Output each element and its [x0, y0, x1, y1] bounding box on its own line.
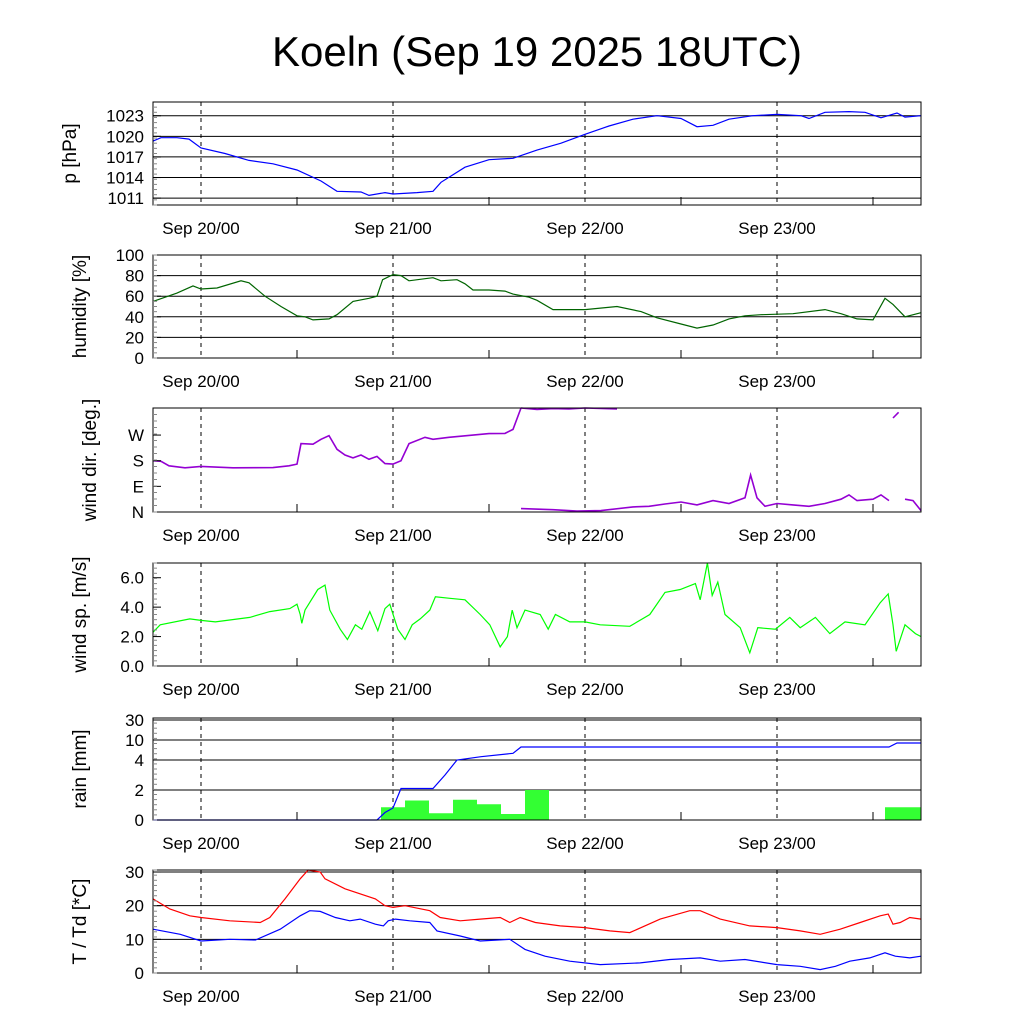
rain-bar: [909, 807, 921, 820]
x-tick-label: Sep 21/00: [354, 219, 432, 238]
y-tick-label: 1011: [107, 189, 144, 208]
x-tick-label: Sep 23/00: [738, 372, 816, 391]
rain-bar: [501, 814, 525, 820]
rain-bar: [525, 790, 549, 820]
series-line-dir: [152, 407, 922, 512]
y-tick-label: 60: [125, 287, 144, 306]
y-tick-label: 2.0: [120, 628, 144, 647]
x-tick-label: Sep 20/00: [162, 680, 240, 699]
y-tick-label: 80: [125, 267, 144, 286]
series-line-ff: [152, 562, 922, 655]
x-tick-label: Sep 21/00: [354, 834, 432, 853]
x-tick-label: Sep 20/00: [162, 987, 240, 1006]
y-tick-label: 2: [135, 781, 144, 800]
rain-bar: [381, 807, 405, 820]
y-axis-label: p [hPa]: [60, 123, 81, 183]
y-tick-label: 10: [125, 930, 144, 949]
x-tick-label: Sep 21/00: [354, 372, 432, 391]
y-tick-label: 20: [125, 328, 144, 347]
x-tick-label: Sep 20/00: [162, 526, 240, 545]
x-tick-label: Sep 22/00: [546, 526, 624, 545]
x-tick-label: Sep 20/00: [162, 834, 240, 853]
series-line-cumulative-rain: [153, 742, 921, 821]
y-tick-label: 40: [125, 308, 144, 327]
x-tick-label: Sep 23/00: [738, 834, 816, 853]
y-tick-label: 1017: [106, 148, 144, 167]
chart-title: Koeln (Sep 19 2025 18UTC): [272, 28, 802, 75]
y-tick-label: 0.0: [120, 657, 144, 676]
y-tick-label: 1020: [106, 127, 144, 146]
x-tick-label: Sep 21/00: [354, 680, 432, 699]
y-tick-label: E: [133, 477, 144, 496]
series-line-p: [152, 110, 922, 197]
x-tick-label: Sep 22/00: [546, 219, 624, 238]
y-axis-label: humidity [%]: [70, 255, 91, 358]
y-tick-label: 20: [125, 897, 144, 916]
y-tick-label: 6.0: [120, 569, 144, 588]
x-tick-label: Sep 22/00: [546, 987, 624, 1006]
panel-wind-speed: 0.0 2.0 4.0 6.0 wind sp. [m/s] Sep 20/00 Sep 2…: [70, 556, 922, 699]
y-tick-label: 0: [135, 349, 144, 368]
y-tick-label: 30: [125, 863, 144, 882]
x-tick-label: Sep 20/00: [162, 219, 240, 238]
rain-bar: [429, 813, 453, 820]
rain-bar: [405, 800, 429, 820]
y-axis-label: wind sp. [m/s]: [70, 556, 91, 673]
series-line-t: [152, 869, 922, 935]
series-line-rh: [152, 273, 922, 329]
series-line-td: [152, 910, 922, 971]
y-tick-label: 100: [116, 246, 144, 265]
x-tick-label: Sep 23/00: [738, 680, 816, 699]
y-tick-label: 0: [135, 964, 144, 983]
y-tick-label: N: [132, 503, 144, 522]
rain-bar: [477, 804, 501, 820]
x-tick-label: Sep 21/00: [354, 987, 432, 1006]
y-tick-label: 0: [135, 811, 144, 830]
y-tick-label: S: [133, 452, 144, 471]
y-axis-label: T / Td [*C]: [70, 879, 91, 965]
y-axis-label: rain [mm]: [70, 729, 91, 808]
x-tick-label: Sep 22/00: [546, 372, 624, 391]
y-tick-label: 4.0: [120, 598, 144, 617]
x-tick-label: Sep 23/00: [738, 219, 816, 238]
rain-bar: [885, 807, 909, 820]
x-tick-label: Sep 22/00: [546, 680, 624, 699]
x-tick-label: Sep 23/00: [738, 526, 816, 545]
y-tick-label: 10: [125, 731, 144, 750]
y-tick-label: W: [128, 426, 144, 445]
panel-temperature: 0 10 20 30 T / Td [*C] Sep 20/00 Sep 21/00 Sep …: [70, 863, 922, 1006]
y-axis-label: wind dir. [deg.]: [80, 399, 101, 523]
y-tick-label: 1014: [106, 169, 144, 188]
y-tick-label: 4: [135, 751, 144, 770]
x-tick-label: Sep 23/00: [738, 987, 816, 1006]
x-tick-label: Sep 22/00: [546, 834, 624, 853]
y-tick-label: 30: [125, 711, 144, 730]
rain-bar: [453, 799, 477, 820]
x-tick-label: Sep 20/00: [162, 372, 240, 391]
y-tick-label: 1023: [106, 107, 144, 126]
x-tick-label: Sep 21/00: [354, 526, 432, 545]
